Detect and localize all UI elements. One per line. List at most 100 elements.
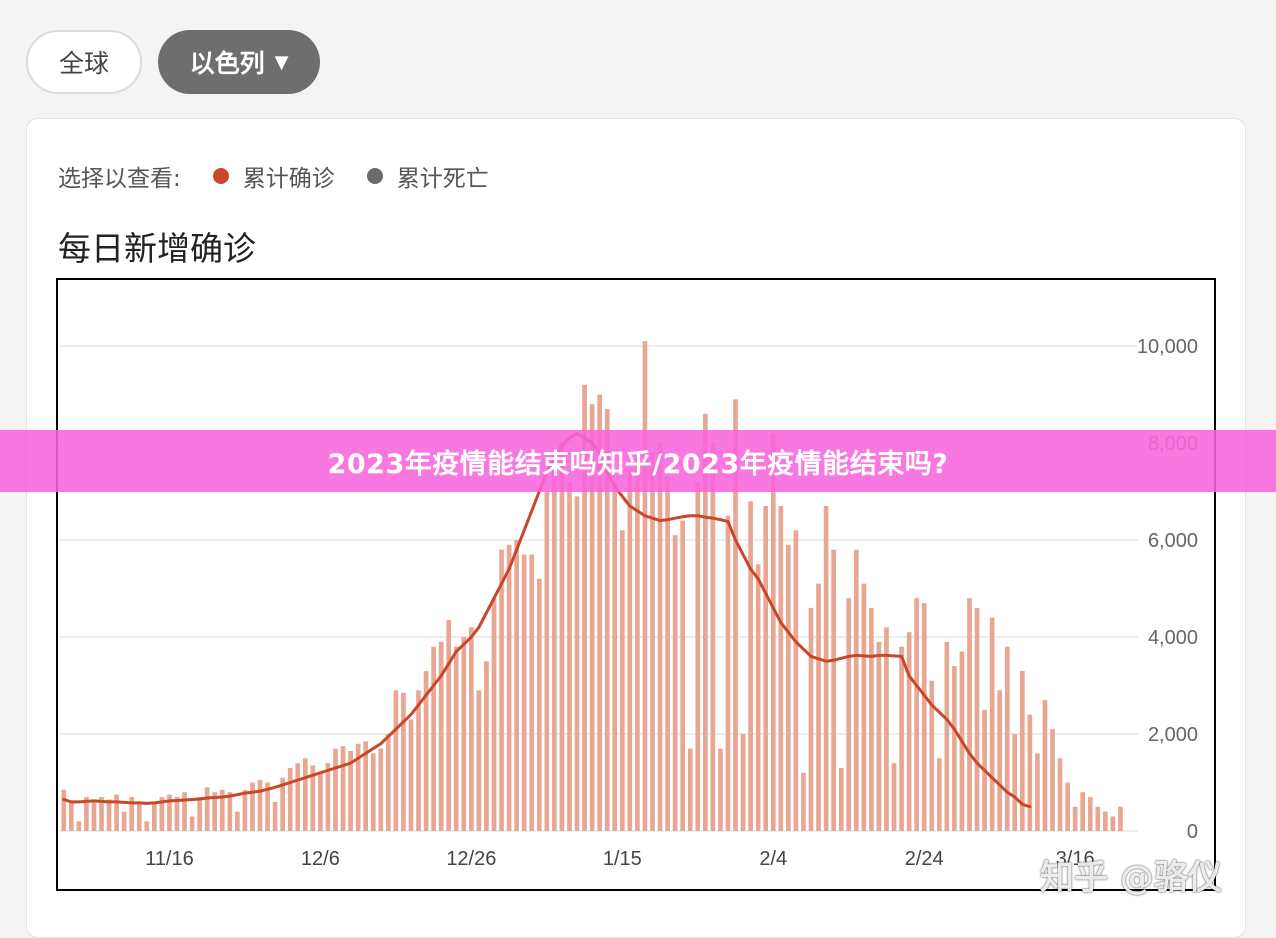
bar xyxy=(469,627,474,831)
bar xyxy=(552,452,557,831)
x-tick-label: 3/16 xyxy=(1056,848,1095,870)
y-tick-label: 0 xyxy=(1187,821,1198,843)
bar xyxy=(431,646,436,831)
bar xyxy=(521,554,527,831)
bar xyxy=(114,794,119,831)
bar xyxy=(989,617,995,831)
bar xyxy=(1004,646,1010,831)
cases-dot-icon xyxy=(212,168,229,184)
bar xyxy=(838,767,844,831)
filter-country-dropdown[interactable]: 以色列 ▼ xyxy=(158,30,320,94)
bar xyxy=(665,476,670,831)
bar xyxy=(257,780,263,831)
bar xyxy=(702,413,708,831)
bar xyxy=(536,578,542,831)
bar xyxy=(574,496,580,831)
bar xyxy=(174,797,180,831)
bar xyxy=(635,457,640,831)
bar xyxy=(1042,700,1048,831)
bar xyxy=(136,804,142,831)
bar xyxy=(793,530,799,831)
bar xyxy=(265,782,270,831)
section-title: 每日新增确诊 xyxy=(58,229,256,268)
x-tick-label: 1/15 xyxy=(603,848,642,870)
bar xyxy=(1118,806,1123,831)
bar xyxy=(914,598,920,831)
bar xyxy=(733,399,738,831)
bar xyxy=(929,680,935,831)
bar xyxy=(1065,782,1070,831)
option-cumulative-cases-label: 累计确诊 xyxy=(242,166,335,192)
bar xyxy=(823,506,829,831)
bar xyxy=(604,409,610,831)
watermark: 知乎 @骆仪 xyxy=(1040,858,1222,898)
overlay-banner: 2023年疫情能结束吗知乎/2023年疫情能结束吗? xyxy=(0,430,1276,492)
metric-selector: 选择以查看: 累计确诊 累计死亡 xyxy=(58,158,489,194)
bar xyxy=(401,692,406,831)
bar xyxy=(1095,806,1101,831)
y-tick-label: 6,000 xyxy=(1148,530,1198,552)
bar xyxy=(1080,792,1086,831)
bar xyxy=(453,646,459,831)
bar xyxy=(325,763,331,831)
bar xyxy=(952,666,957,831)
x-tick-label: 12/26 xyxy=(446,848,496,870)
bar xyxy=(1027,714,1033,831)
bar xyxy=(61,789,67,831)
bar xyxy=(642,341,648,831)
bar xyxy=(869,607,874,831)
bar xyxy=(582,384,587,831)
bar xyxy=(227,792,233,831)
bar xyxy=(529,554,535,831)
bar xyxy=(831,549,836,831)
bar xyxy=(235,811,240,831)
y-tick-label: 2,000 xyxy=(1148,724,1198,746)
filter-global-button[interactable]: 全球 xyxy=(26,30,142,94)
chevron-down-icon: ▼ xyxy=(274,51,289,73)
bar xyxy=(461,637,467,831)
bar xyxy=(816,583,821,831)
bar xyxy=(355,743,361,831)
bar xyxy=(167,794,172,831)
bar xyxy=(491,598,497,831)
bar xyxy=(272,801,278,831)
bar xyxy=(650,452,655,831)
bar xyxy=(801,772,806,831)
bar xyxy=(1110,816,1116,831)
bar xyxy=(612,481,618,831)
option-cumulative-deaths-label: 累计死亡 xyxy=(396,166,489,192)
bar xyxy=(84,797,89,831)
bar xyxy=(318,772,323,831)
bar xyxy=(250,782,255,831)
option-cumulative-deaths[interactable]: 累计死亡 xyxy=(366,159,489,193)
bar xyxy=(393,690,399,831)
bar xyxy=(974,607,980,831)
bar xyxy=(91,799,97,831)
option-cumulative-cases[interactable]: 累计确诊 xyxy=(212,159,335,193)
bar xyxy=(1019,670,1025,831)
bar xyxy=(680,520,686,831)
bar xyxy=(755,564,761,831)
bar xyxy=(687,748,693,831)
x-tick-label: 2/4 xyxy=(759,848,787,870)
filter-global-label: 全球 xyxy=(58,49,109,78)
bar xyxy=(876,641,882,831)
bar xyxy=(589,404,595,831)
bar xyxy=(423,670,429,831)
bar xyxy=(484,661,489,831)
bar xyxy=(408,719,414,831)
chart-svg: 02,0004,0006,0008,00010,00011/1612/612/2… xyxy=(60,336,1198,870)
select-prompt: 选择以查看: xyxy=(58,166,181,192)
bar xyxy=(333,748,338,831)
bar xyxy=(287,767,293,831)
bar xyxy=(853,549,859,831)
bar xyxy=(370,753,376,831)
bar xyxy=(506,544,512,831)
bar xyxy=(567,481,572,831)
bar xyxy=(378,748,384,831)
banner-text: 2023年疫情能结束吗知乎/2023年疫情能结束吗? xyxy=(327,448,949,480)
y-tick-label: 4,000 xyxy=(1148,627,1198,649)
x-tick-label: 11/16 xyxy=(145,848,194,870)
bar xyxy=(695,481,701,831)
bar xyxy=(1057,758,1063,831)
